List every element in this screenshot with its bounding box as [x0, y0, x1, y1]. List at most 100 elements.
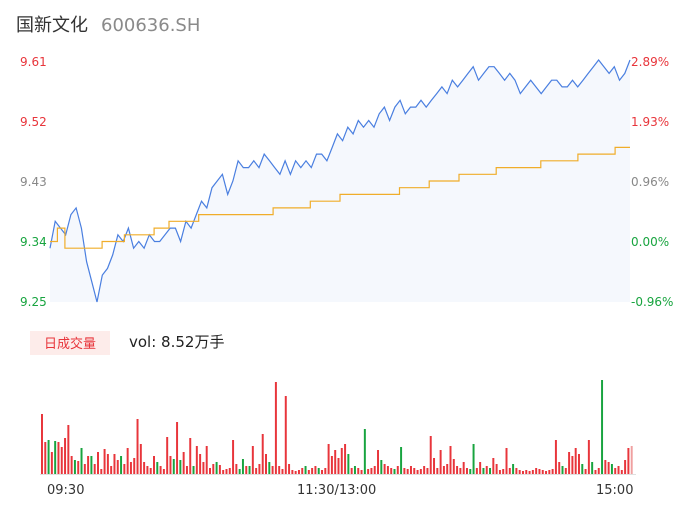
volume-bar — [311, 468, 314, 474]
volume-bar — [564, 468, 567, 474]
volume-bar — [426, 468, 429, 474]
volume-bar — [541, 470, 544, 474]
volume-bar — [291, 470, 294, 474]
volume-bar — [120, 456, 123, 474]
volume-bar — [251, 446, 254, 474]
volume-bar — [90, 456, 93, 474]
volume-bar — [192, 466, 195, 474]
volume-bar — [452, 459, 455, 474]
volume-bar — [172, 459, 175, 474]
volume-bar — [222, 470, 225, 474]
volume-bar — [360, 470, 363, 474]
volume-bar — [538, 469, 541, 474]
volume-bar — [515, 468, 518, 474]
volume-bar — [370, 468, 373, 474]
volume-bar — [156, 462, 159, 474]
y-tick-label: 9.61 — [20, 55, 47, 69]
volume-bar — [528, 471, 531, 474]
volume-badge: 日成交量 — [44, 336, 96, 352]
volume-bar — [456, 466, 459, 474]
volume-bar — [64, 438, 67, 474]
volume-bar — [60, 447, 63, 474]
volume-bar — [169, 456, 172, 474]
pct-tick-label: 0.00% — [631, 235, 669, 249]
volume-bars — [41, 380, 633, 474]
pct-tick-label: 2.89% — [631, 55, 669, 69]
volume-bar — [393, 469, 396, 474]
pct-tick-label: -0.96% — [631, 295, 673, 309]
volume-bar — [261, 434, 264, 474]
pct-tick-label: 1.93% — [631, 115, 669, 129]
volume-bar — [232, 440, 235, 474]
y-tick-label: 9.43 — [20, 175, 47, 189]
volume-bar — [472, 444, 475, 474]
volume-bar — [449, 446, 452, 474]
volume-bar — [238, 469, 241, 474]
volume-bar — [554, 440, 557, 474]
y-tick-label: 9.52 — [20, 115, 47, 129]
stock-name: 国新文化 — [16, 15, 88, 36]
price-area-fill — [50, 60, 630, 302]
y-tick-label: 9.34 — [20, 235, 47, 249]
volume-bar — [367, 469, 370, 474]
left-price-axis: 9.61 9.52 9.43 9.34 9.25 — [20, 55, 47, 309]
volume-bar — [268, 462, 271, 474]
volume-bar — [340, 448, 343, 474]
volume-bar — [143, 462, 146, 474]
volume-bar — [531, 470, 534, 474]
volume-summary: vol: 8.52万手 — [129, 333, 224, 351]
volume-bar — [584, 469, 587, 474]
time-axis: 09:30 11:30/13:00 15:00 — [47, 483, 633, 498]
volume-bar — [587, 440, 590, 474]
volume-bar — [380, 460, 383, 474]
volume-bar — [153, 456, 155, 474]
volume-bar — [294, 471, 297, 474]
volume-bar — [462, 462, 465, 474]
volume-bar — [535, 468, 538, 474]
volume-bar — [93, 464, 96, 474]
volume-bar — [459, 468, 462, 474]
volume-bar — [373, 466, 376, 474]
volume-bar — [57, 442, 60, 474]
volume-bar — [591, 462, 594, 474]
volume-bar — [396, 466, 399, 474]
volume-bar — [100, 469, 103, 474]
volume-bar — [627, 448, 630, 474]
volume-bar — [512, 464, 515, 474]
volume-bar — [126, 448, 129, 474]
volume-bar — [429, 436, 432, 474]
volume-bar — [182, 452, 185, 474]
volume-bar — [245, 466, 248, 474]
volume-bar — [281, 469, 284, 474]
volume-bar — [571, 456, 574, 474]
volume-bar — [347, 454, 350, 474]
volume-bar — [442, 466, 445, 474]
volume-bar — [288, 464, 291, 474]
volume-bar — [357, 468, 360, 474]
volume-bar — [505, 448, 508, 474]
average-price-line — [50, 146, 630, 249]
volume-bar — [508, 468, 511, 474]
volume-bar — [334, 450, 337, 474]
volume-bar — [413, 468, 416, 474]
volume-bar — [610, 464, 613, 474]
volume-bar — [116, 460, 119, 474]
volume-bar — [50, 452, 53, 474]
volume-bar — [215, 462, 218, 474]
volume-bar — [525, 470, 528, 474]
volume-bar — [337, 458, 340, 474]
volume-bar — [133, 458, 136, 474]
x-tick-label: 09:30 — [47, 483, 84, 498]
volume-bar — [597, 468, 600, 474]
volume-bar — [386, 466, 389, 474]
volume-bar — [258, 464, 261, 474]
volume-bar — [265, 454, 267, 474]
volume-bar — [162, 469, 165, 474]
volume-bar — [225, 469, 228, 474]
volume-bar — [185, 466, 188, 474]
volume-bar — [436, 468, 439, 474]
volume-bar — [103, 449, 106, 474]
volume-bar — [492, 458, 495, 474]
volume-bar — [479, 462, 482, 474]
